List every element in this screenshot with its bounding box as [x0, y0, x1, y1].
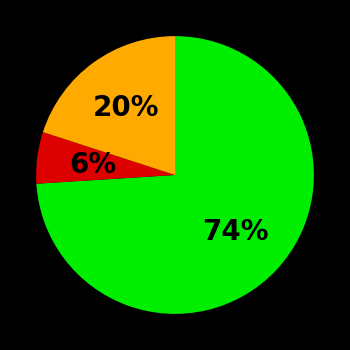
Wedge shape	[36, 36, 314, 314]
Text: 20%: 20%	[93, 93, 159, 121]
Text: 74%: 74%	[203, 218, 269, 246]
Text: 6%: 6%	[69, 150, 116, 178]
Wedge shape	[43, 36, 175, 175]
Wedge shape	[36, 132, 175, 184]
